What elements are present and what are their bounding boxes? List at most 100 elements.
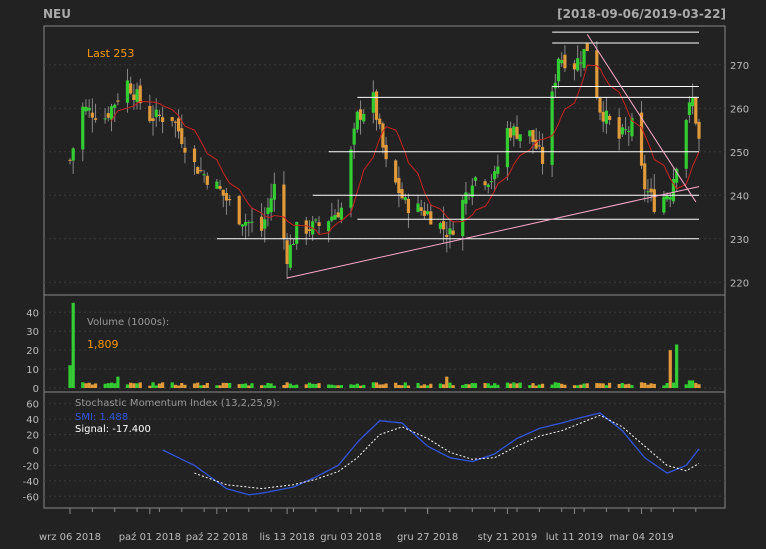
volume-bar: [595, 383, 599, 388]
candle-body: [595, 50, 599, 98]
volume-bar: [515, 383, 519, 388]
volume-bar: [604, 385, 609, 388]
volume-bar: [671, 382, 676, 388]
volume-bar: [288, 383, 292, 388]
volume-bar: [553, 382, 557, 388]
volume-bar: [397, 384, 401, 388]
candle-body: [129, 83, 133, 94]
candle-body: [665, 195, 669, 200]
volume-bar: [160, 382, 165, 388]
volume-bar: [333, 385, 337, 388]
volume-bar: [518, 382, 522, 388]
smi-value-label: SMI: 1.488: [75, 412, 128, 423]
candle-body: [135, 89, 139, 102]
candle-body: [684, 119, 688, 169]
candle-body: [617, 117, 621, 139]
volume-bar: [400, 385, 404, 388]
candle-body: [304, 220, 308, 234]
candle-body: [362, 113, 366, 122]
volume-bar: [374, 382, 379, 388]
x-tick-label: paź 01 2018: [119, 531, 181, 543]
volume-bar: [691, 380, 695, 388]
volume-bar: [116, 376, 120, 388]
candle-body: [697, 121, 701, 139]
candle-body: [483, 181, 487, 186]
candle-body: [643, 163, 647, 190]
volume-bar: [675, 344, 679, 388]
volume-bar: [240, 383, 245, 388]
volume-bar: [416, 382, 420, 388]
smi-line: [162, 412, 700, 496]
candle-body: [512, 126, 516, 136]
volume-bar: [132, 383, 136, 388]
candle-body: [339, 207, 343, 220]
volume-bar: [336, 385, 340, 388]
x-tick-label: gru 03 2018: [320, 532, 381, 543]
candle-body: [192, 148, 197, 163]
candle-body: [250, 221, 254, 223]
candle-body: [84, 106, 88, 112]
candle-body: [269, 198, 273, 213]
volume-bar: [639, 382, 644, 388]
candle-body: [263, 219, 267, 229]
volume-bar: [496, 384, 500, 388]
volume-bar: [534, 385, 538, 388]
candle-body: [157, 114, 162, 117]
candle-body: [228, 198, 232, 201]
candle-body: [237, 196, 241, 225]
candle-body: [378, 118, 382, 125]
candle-body: [295, 222, 299, 244]
x-tick-label: lis 13 2018: [259, 532, 314, 543]
price-tick-label: 270: [730, 61, 749, 72]
volume-bar: [269, 383, 273, 388]
volume-bar: [617, 384, 621, 388]
volume-bar: [263, 385, 267, 388]
trendline: [586, 34, 697, 203]
volume-bar: [317, 383, 321, 388]
volume-bar: [151, 382, 155, 388]
volume-bar: [196, 382, 200, 388]
candle-body: [438, 223, 442, 229]
candle-body: [585, 43, 589, 51]
candle-body: [422, 210, 427, 216]
candle-body: [244, 221, 248, 226]
x-tick-label: wrz 06 2018: [39, 532, 101, 543]
candle-body: [93, 118, 98, 120]
volume-bar: [259, 385, 264, 388]
volume-bar: [68, 365, 72, 388]
volume-bar: [467, 384, 471, 388]
candle-body: [116, 100, 120, 102]
volume-bar: [291, 385, 296, 388]
volume-bar: [531, 383, 535, 388]
candle-body: [627, 130, 631, 132]
candle-body: [534, 139, 538, 149]
candle-body: [400, 189, 404, 199]
volume-tick-label: 10: [26, 365, 39, 376]
candle-body: [218, 186, 222, 189]
volume-bar: [489, 385, 494, 388]
candle-body: [176, 118, 181, 132]
candle-body: [505, 128, 510, 168]
candle-body: [601, 111, 605, 122]
volume-bar: [512, 382, 516, 388]
candle-body: [528, 130, 532, 137]
volume-bar: [109, 382, 114, 388]
candle-body: [374, 91, 379, 120]
smi-tick-label: 0: [33, 446, 39, 457]
volume-bar: [355, 383, 359, 388]
volume-bar: [180, 383, 184, 388]
volume-bar: [103, 383, 107, 388]
candle-body: [531, 129, 535, 142]
volume-bar: [285, 382, 289, 388]
volume-bar: [295, 384, 299, 388]
candle-body: [537, 145, 541, 147]
volume-bar: [176, 385, 181, 388]
candle-body: [486, 184, 490, 188]
candle-body: [540, 147, 545, 164]
candle-body: [285, 240, 289, 264]
volume-bar: [585, 383, 589, 388]
candle-body: [694, 97, 698, 124]
candle-body: [489, 181, 494, 183]
signal-value-label: Signal: -17.400: [75, 424, 151, 435]
candle-body: [81, 106, 85, 150]
